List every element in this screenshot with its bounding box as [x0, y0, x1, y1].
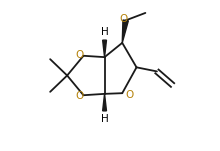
Text: H: H	[101, 27, 108, 37]
Text: O: O	[75, 50, 84, 60]
Text: O: O	[75, 91, 84, 101]
Polygon shape	[103, 94, 106, 111]
Polygon shape	[103, 40, 106, 57]
Polygon shape	[122, 20, 128, 43]
Text: H: H	[101, 114, 108, 124]
Text: O: O	[119, 14, 127, 24]
Text: O: O	[126, 90, 134, 100]
